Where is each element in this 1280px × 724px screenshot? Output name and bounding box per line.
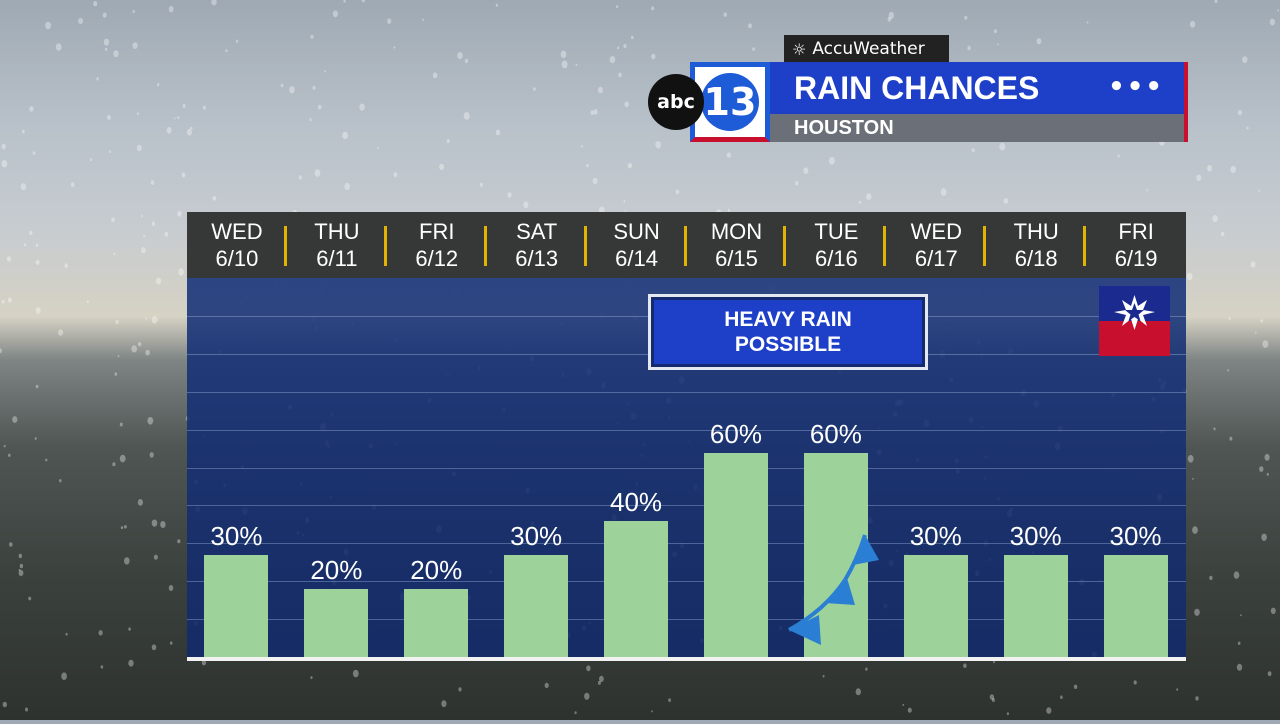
gridline <box>187 581 1186 583</box>
day-header-row: WED 6/10 THU 6/11 FRI 6/12 SAT 6/13 SUN 6/14 MON 6/… <box>187 212 1186 278</box>
date-label: 6/18 <box>1014 246 1058 271</box>
heavy-rain-callout: HEAVY RAIN POSSIBLE <box>648 294 928 370</box>
day-label: FRI <box>419 219 455 244</box>
day-separator <box>683 226 687 266</box>
accuweather-tag: ☼ AccuWeather <box>784 35 949 63</box>
day-label: THU <box>1013 219 1059 244</box>
rain-bar-7 <box>903 555 968 657</box>
day-separator <box>583 226 587 266</box>
day-header-6: TUE 6/16 <box>786 212 887 278</box>
date-label: 6/11 <box>316 246 358 271</box>
rain-bar-4 <box>604 521 669 657</box>
day-label: SAT <box>516 219 558 244</box>
day-header-5: MON 6/15 <box>687 212 787 278</box>
provider-label: AccuWeather <box>812 39 925 59</box>
cold-front-icon <box>788 534 879 645</box>
rain-bar-label-9: 30% <box>1109 521 1162 551</box>
location-bar: HOUSTON <box>770 114 1188 142</box>
rain-bar-label-1: 20% <box>310 555 363 585</box>
date-label: 6/12 <box>415 246 459 271</box>
rain-bar-label-5: 60% <box>709 419 762 449</box>
page-title: RAIN CHANCES <box>794 70 1040 106</box>
day-label: SUN <box>613 219 660 244</box>
callout-line-2: POSSIBLE <box>734 333 842 356</box>
gridline <box>187 467 1186 469</box>
day-header-8: THU 6/18 <box>986 212 1087 278</box>
title-bar: RAIN CHANCES ••• <box>770 62 1188 114</box>
day-header-0: WED 6/10 <box>187 212 287 278</box>
day-separator <box>483 226 487 266</box>
sun-icon: ☼ <box>792 39 807 59</box>
more-dots-icon: ••• <box>1108 72 1164 102</box>
rain-bar-1 <box>304 589 369 657</box>
day-separator <box>283 226 287 266</box>
gridline <box>187 505 1186 507</box>
rain-bar-label-0: 30% <box>210 521 263 551</box>
day-separator <box>883 226 887 266</box>
rain-bar-0 <box>204 555 269 657</box>
day-header-9: FRI 6/19 <box>1086 212 1186 278</box>
gridline <box>187 391 1186 393</box>
day-label: WED <box>910 219 962 244</box>
day-label: THU <box>314 219 360 244</box>
day-header-2: FRI 6/12 <box>387 212 487 278</box>
date-label: 6/19 <box>1114 246 1158 271</box>
day-header-4: SUN 6/14 <box>587 212 687 278</box>
day-header-7: WED 6/17 <box>886 212 987 278</box>
date-label: 6/17 <box>914 246 958 271</box>
gridline <box>187 543 1186 545</box>
rain-bar-8 <box>1003 555 1068 657</box>
gridline <box>187 429 1186 431</box>
rain-bar-label-8: 30% <box>1009 521 1062 551</box>
callout-line-1: HEAVY RAIN <box>724 308 852 331</box>
location-label: HOUSTON <box>794 117 894 139</box>
abc-logo: abc <box>648 74 704 130</box>
juneteenth-flag-icon <box>1099 286 1170 356</box>
rain-bar-label-6: 60% <box>809 419 862 449</box>
day-header-3: SAT 6/13 <box>487 212 587 278</box>
rain-bar-3 <box>504 555 569 657</box>
date-label: 6/15 <box>715 246 758 271</box>
day-separator <box>983 226 987 266</box>
day-separator <box>383 226 387 266</box>
rain-bar-5 <box>703 453 768 657</box>
date-label: 6/14 <box>615 246 658 271</box>
chart-plot-area: 30% 20% 20% 30% 40% 60% 60% 30% 30% 30% <box>187 278 1186 661</box>
rain-bar-label-4: 40% <box>610 487 663 517</box>
date-label: 6/16 <box>814 246 858 271</box>
date-label: 6/10 <box>215 246 259 271</box>
day-label: MON <box>710 219 763 244</box>
rain-bar-9 <box>1103 555 1168 657</box>
rain-bar-label-7: 30% <box>909 521 962 551</box>
day-label: TUE <box>814 219 859 244</box>
day-separator <box>783 226 787 266</box>
date-label: 6/13 <box>515 246 559 271</box>
day-label: FRI <box>1118 219 1154 244</box>
channel-number: 13 <box>701 73 759 131</box>
day-separator <box>1083 226 1087 266</box>
gridline <box>187 619 1186 621</box>
rain-bar-label-3: 30% <box>510 521 563 551</box>
day-label: WED <box>211 219 263 244</box>
rain-bar-2 <box>404 589 469 657</box>
station-logo: abc 13 <box>648 62 770 142</box>
rain-bar-label-2: 20% <box>410 555 463 585</box>
day-header-1: THU 6/11 <box>287 212 387 278</box>
